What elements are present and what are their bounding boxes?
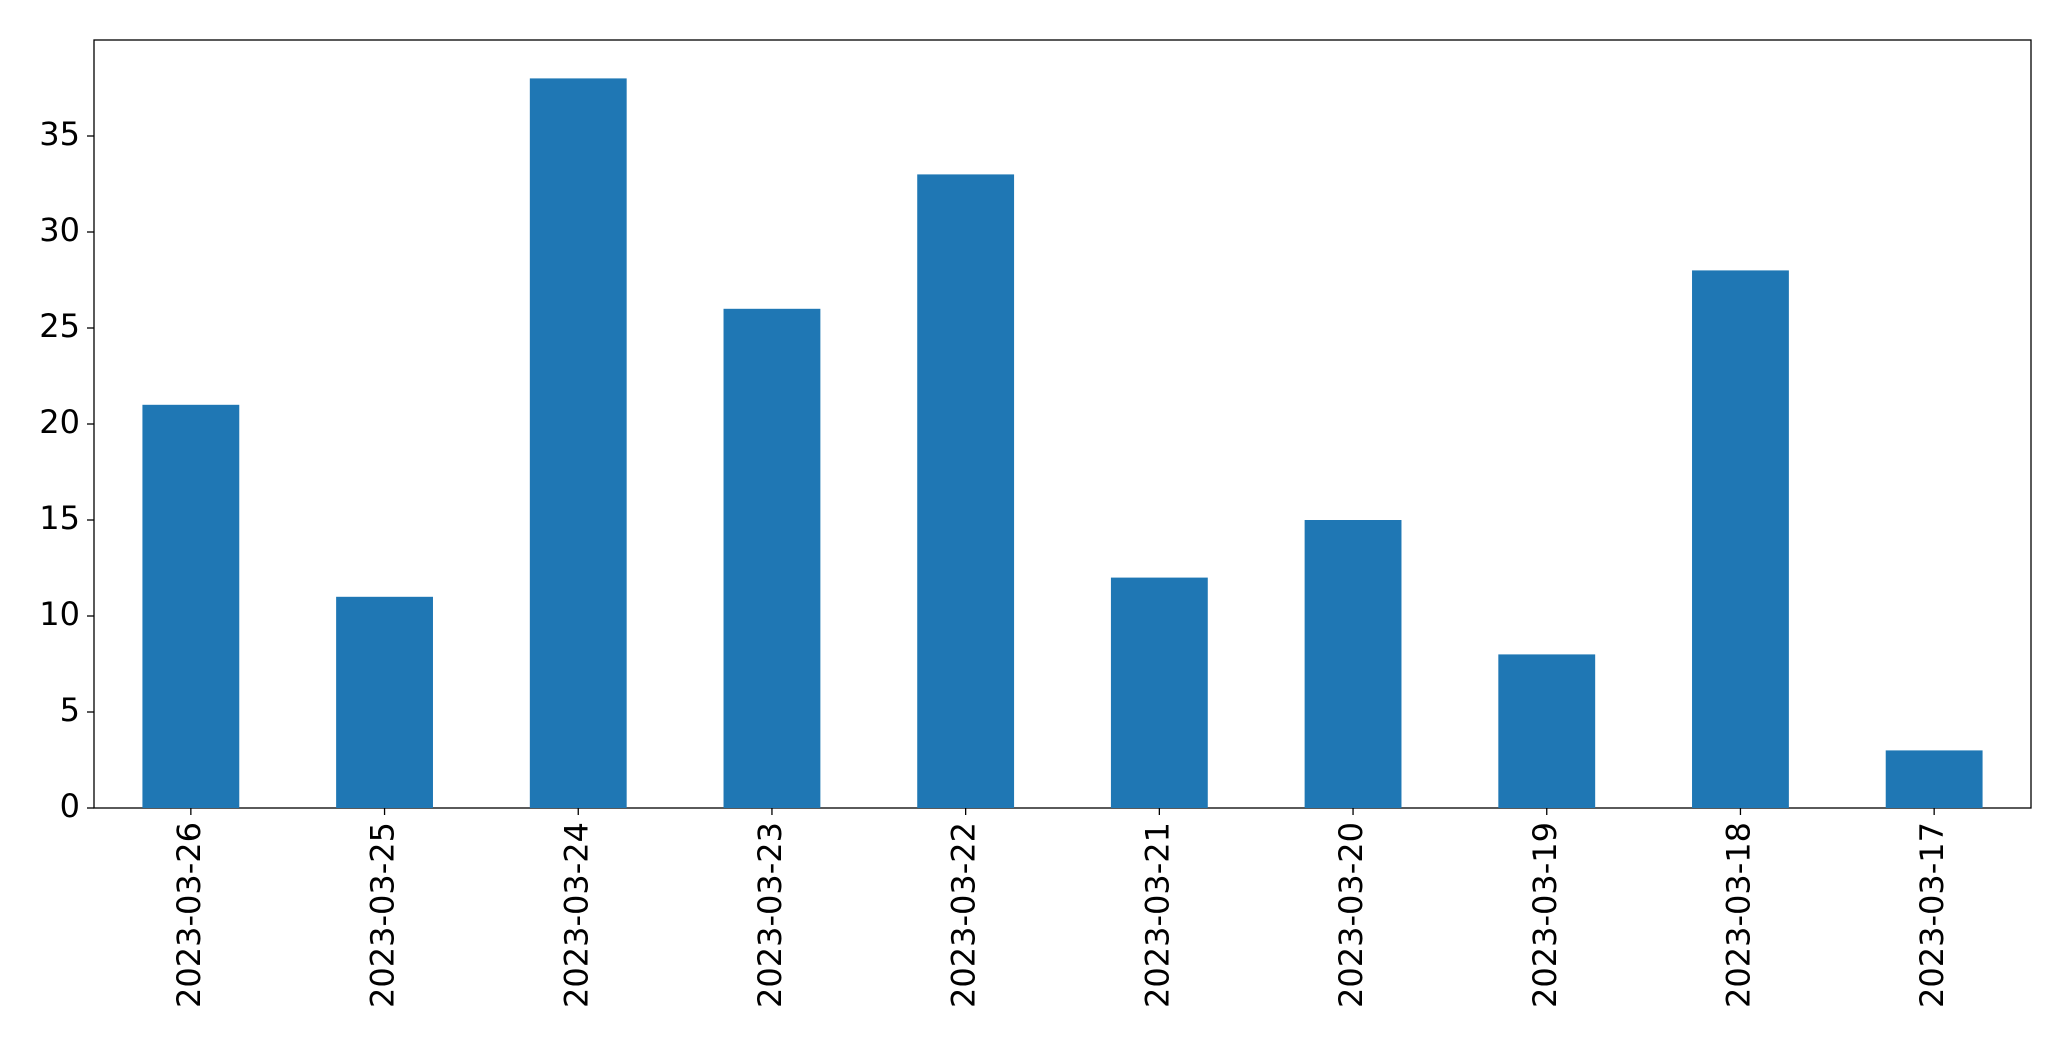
y-tick-label: 5 <box>60 691 80 729</box>
y-tick-label: 20 <box>39 403 80 441</box>
y-tick-label: 30 <box>39 211 80 249</box>
bar <box>529 78 627 808</box>
x-tick-label: 2023-03-25 <box>364 822 402 1008</box>
x-tick-label: 2023-03-19 <box>1526 822 1564 1008</box>
bar <box>1304 520 1402 808</box>
y-tick-label: 25 <box>39 307 80 345</box>
bar <box>917 174 1015 808</box>
y-tick-label: 10 <box>39 595 80 633</box>
x-tick-label: 2023-03-21 <box>1138 822 1176 1008</box>
bar <box>1110 577 1208 808</box>
x-tick-label: 2023-03-24 <box>557 822 595 1008</box>
bar <box>723 308 821 808</box>
x-tick-label: 2023-03-18 <box>1719 822 1757 1008</box>
bar <box>142 404 240 808</box>
bar <box>1498 654 1596 808</box>
x-tick-label: 2023-03-22 <box>945 822 983 1008</box>
x-tick-label: 2023-03-17 <box>1913 822 1951 1008</box>
bar <box>1885 750 1983 808</box>
y-tick-label: 0 <box>60 787 80 825</box>
y-tick-label: 15 <box>39 499 80 537</box>
bar <box>336 596 433 808</box>
bar <box>1692 270 1789 808</box>
y-tick-label: 35 <box>39 115 80 153</box>
x-tick-label: 2023-03-20 <box>1332 822 1370 1008</box>
x-tick-label: 2023-03-26 <box>170 822 208 1008</box>
x-tick-label: 2023-03-23 <box>751 822 789 1008</box>
